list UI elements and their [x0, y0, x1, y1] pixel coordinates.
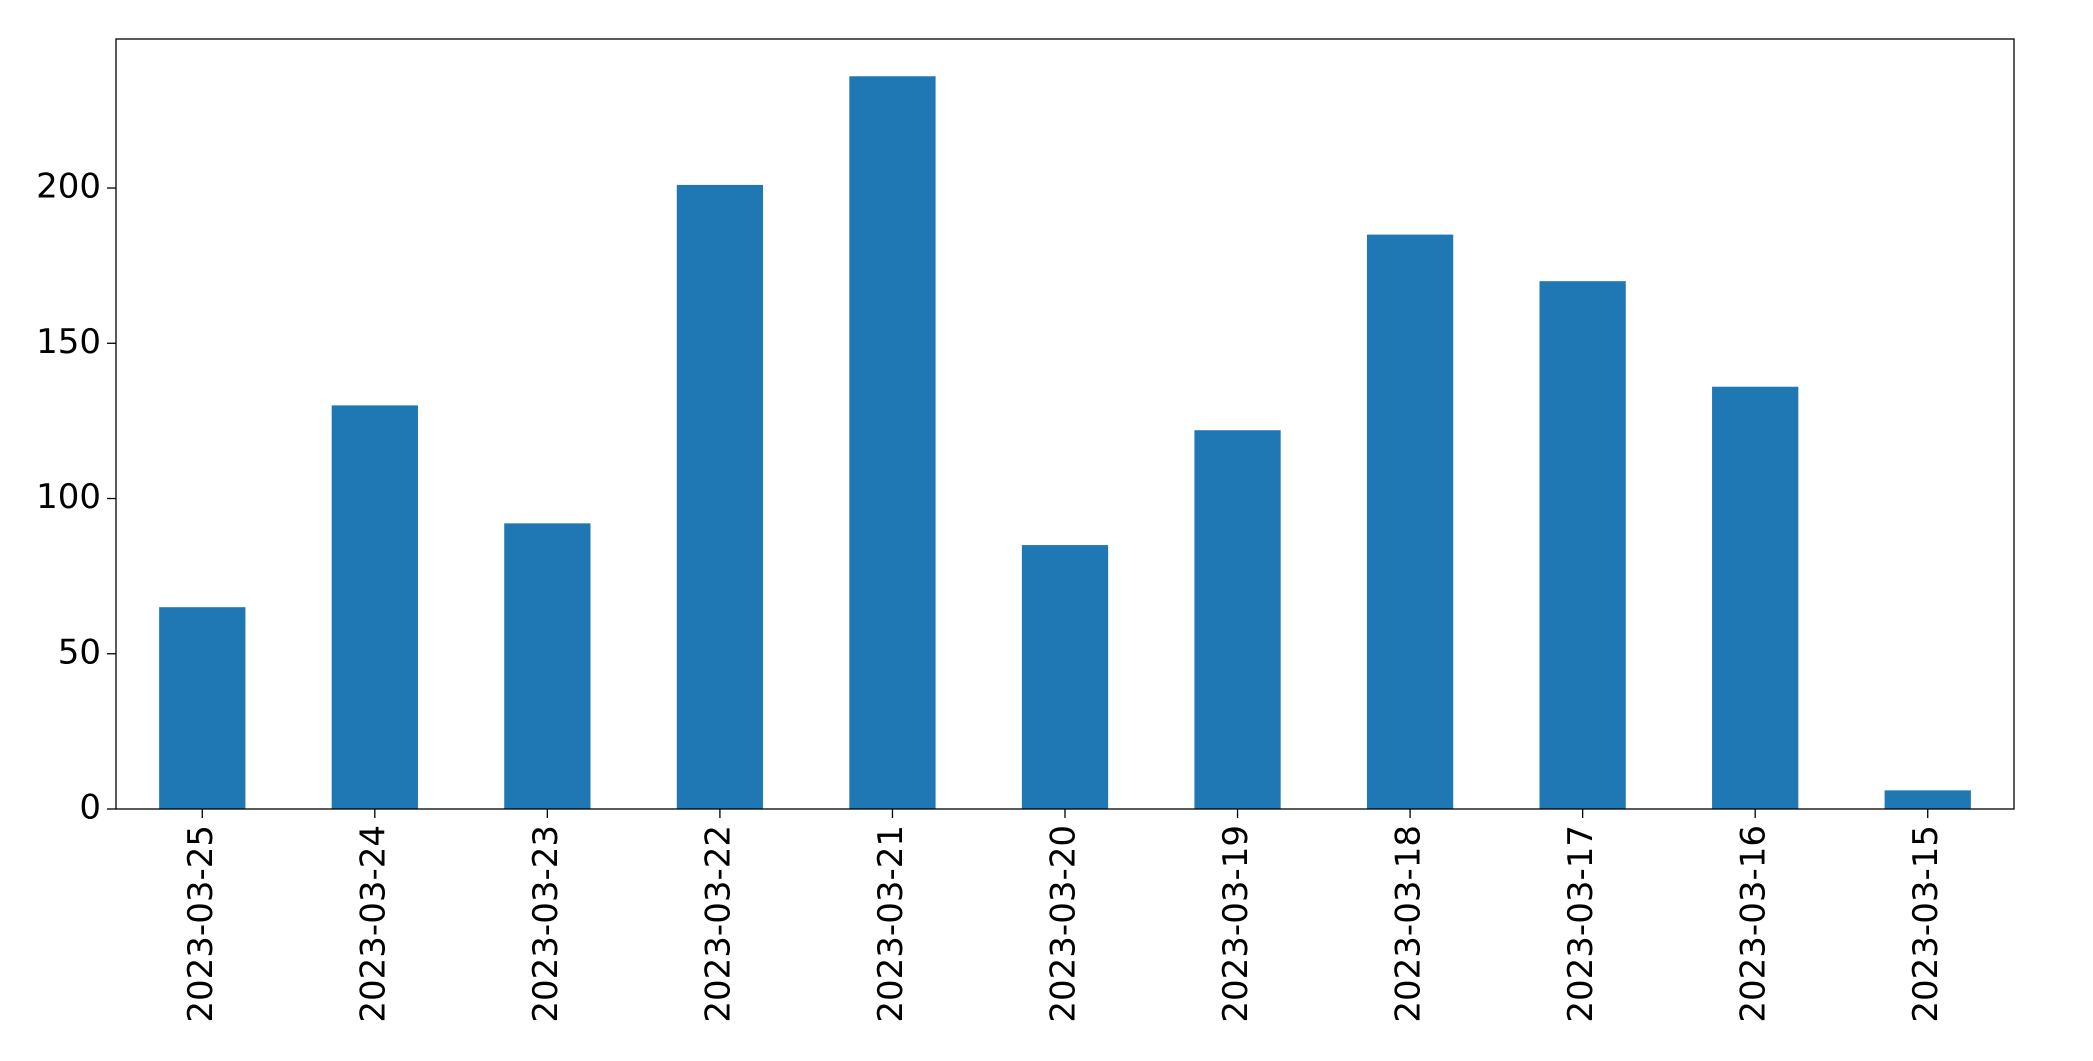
x-tick-label: 2023-03-22 — [698, 825, 738, 1023]
x-tick-label: 2023-03-19 — [1216, 825, 1256, 1023]
y-tick-label: 0 — [79, 788, 101, 828]
x-tick-label: 2023-03-15 — [1906, 825, 1946, 1023]
x-tick-label: 2023-03-25 — [181, 825, 221, 1023]
bar — [1712, 386, 1799, 809]
x-tick-label: 2023-03-24 — [353, 825, 393, 1023]
bar — [1366, 234, 1454, 809]
bar — [1021, 545, 1109, 809]
y-tick-label: 100 — [36, 477, 101, 517]
bar — [159, 607, 246, 809]
y-tick-label: 150 — [36, 322, 101, 362]
x-tick-label: 2023-03-18 — [1389, 825, 1429, 1023]
bar — [849, 76, 936, 810]
bar — [1884, 790, 1971, 809]
bar — [504, 523, 591, 809]
y-tick-label: 50 — [58, 632, 101, 672]
x-tick-label: 2023-03-16 — [1734, 825, 1774, 1023]
bar — [1194, 430, 1281, 809]
plot-frame — [115, 38, 2015, 810]
bar — [331, 405, 418, 809]
x-tick-label: 2023-03-17 — [1561, 825, 1601, 1023]
x-tick-label: 2023-03-20 — [1044, 825, 1084, 1023]
x-tick-label: 2023-03-21 — [871, 825, 911, 1023]
bar — [676, 184, 764, 809]
y-tick-label: 200 — [36, 167, 101, 207]
bar — [1539, 281, 1626, 809]
x-tick-label: 2023-03-23 — [526, 825, 566, 1023]
